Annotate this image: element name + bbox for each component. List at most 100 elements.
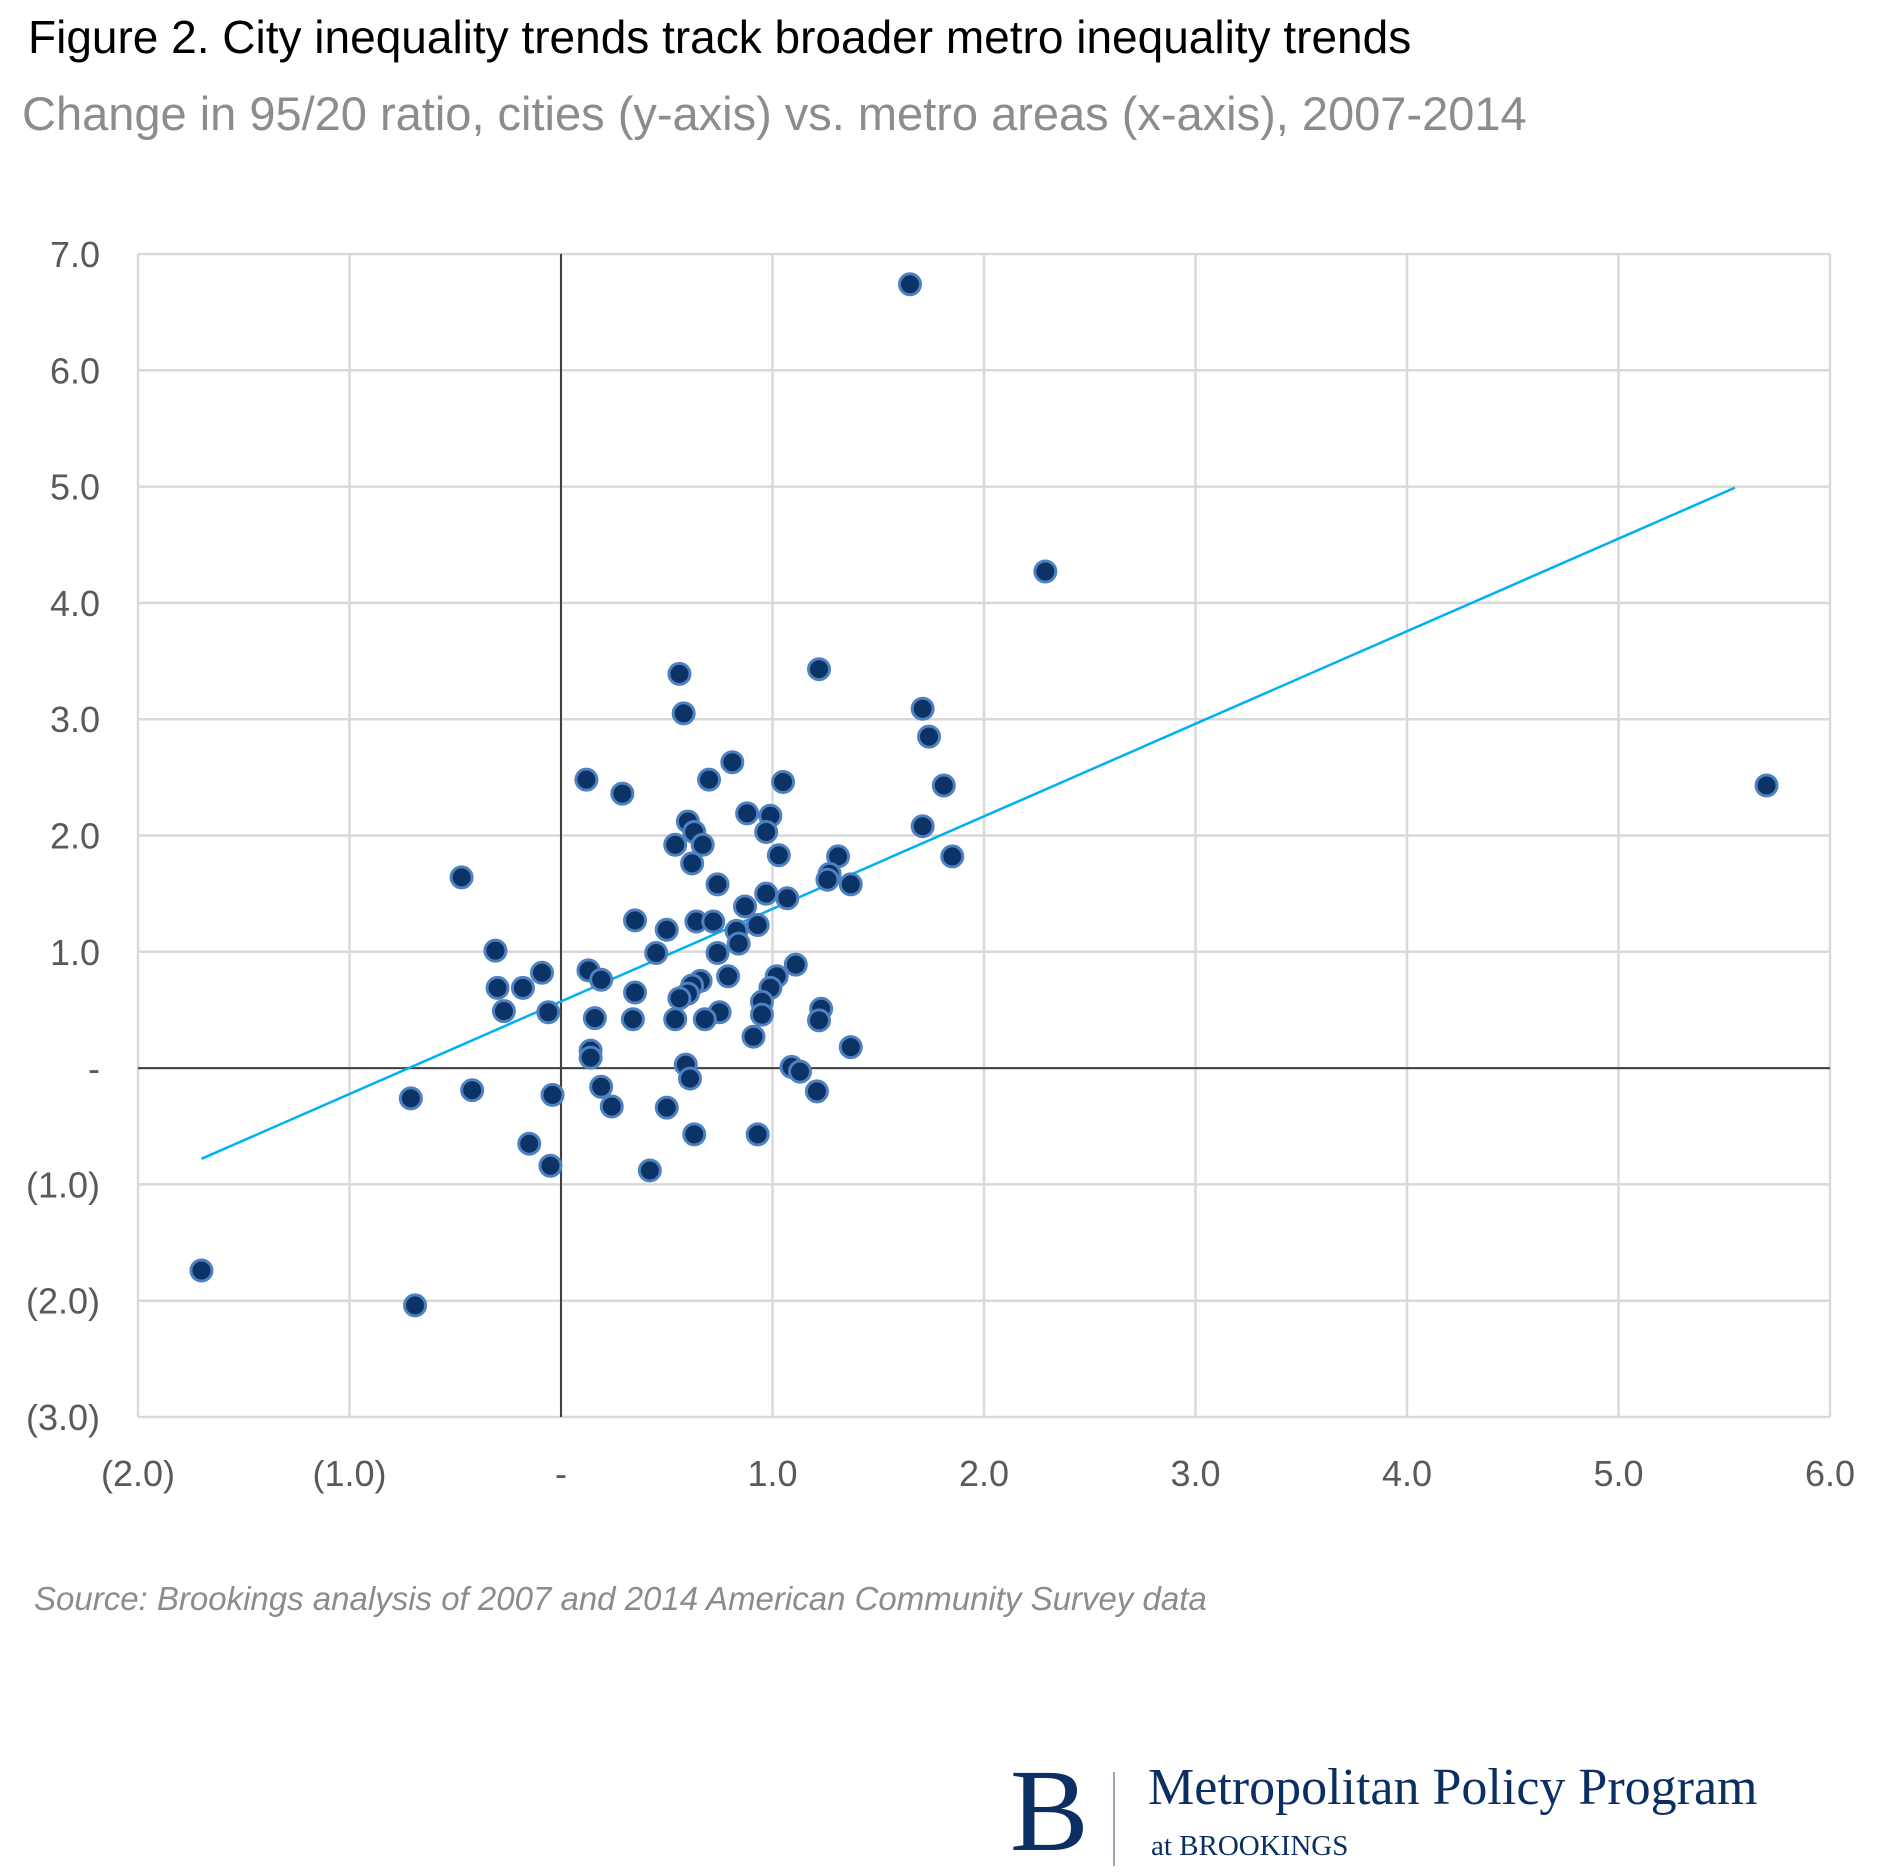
points-group <box>189 272 1779 1318</box>
logo-divider <box>1113 1772 1115 1866</box>
y-tick-label: 1.0 <box>50 932 100 973</box>
data-point <box>623 980 648 1005</box>
x-tick-label: 5.0 <box>1593 1453 1643 1494</box>
data-point <box>766 843 791 868</box>
data-point <box>771 770 796 795</box>
data-point <box>917 724 942 749</box>
chart-subtitle: Change in 95/20 ratio, cities (y-axis) v… <box>22 87 1527 140</box>
data-point <box>741 1024 766 1049</box>
chart-title: Figure 2. City inequality trends track b… <box>28 11 1412 63</box>
data-point <box>517 1131 542 1156</box>
data-point <box>671 701 696 726</box>
scatter-chart: (2.0) (1.0) - 1.0 2.0 3.0 4.0 5.0 6.0 7.0 6.0 5.0 4… <box>26 234 1855 1494</box>
y-tick-label: 5.0 <box>50 467 100 508</box>
x-tick-label: 4.0 <box>1382 1453 1432 1494</box>
data-point <box>1754 773 1779 798</box>
data-point <box>775 886 800 911</box>
data-point <box>692 1007 717 1032</box>
data-point <box>491 999 516 1024</box>
data-point <box>663 1007 688 1032</box>
x-tick-label: 6.0 <box>1805 1453 1855 1494</box>
x-tick-label: 2.0 <box>959 1453 1009 1494</box>
data-point <box>838 872 863 897</box>
trendline <box>200 486 1736 1160</box>
data-point <box>654 1095 679 1120</box>
data-point <box>663 832 688 857</box>
data-point <box>654 917 679 942</box>
data-point <box>578 1045 603 1070</box>
data-point <box>460 1078 485 1103</box>
x-tick-label: 3.0 <box>1170 1453 1220 1494</box>
data-point <box>574 767 599 792</box>
data-point <box>403 1293 428 1318</box>
data-point <box>644 940 669 965</box>
y-tick-label: (2.0) <box>26 1281 100 1322</box>
data-point <box>838 1035 863 1060</box>
y-tick-label: 7.0 <box>50 234 100 275</box>
data-point <box>398 1086 423 1111</box>
data-point <box>599 1094 624 1119</box>
data-point <box>807 1008 832 1033</box>
data-point <box>582 1006 607 1031</box>
y-tick-label: 6.0 <box>50 350 100 391</box>
data-point <box>705 940 730 965</box>
data-point <box>735 801 760 826</box>
data-point <box>745 913 770 938</box>
grid <box>136 252 1832 1419</box>
data-point <box>940 844 965 869</box>
data-point <box>529 960 554 985</box>
data-point <box>667 661 692 686</box>
data-point <box>540 1082 565 1107</box>
data-point <box>620 1007 645 1032</box>
x-tick-label: 1.0 <box>747 1453 797 1494</box>
data-point <box>733 894 758 919</box>
data-point <box>1033 559 1058 584</box>
y-tick-labels: 7.0 6.0 5.0 4.0 3.0 2.0 1.0 - (1.0) (2.0) (3.0) <box>26 234 100 1438</box>
y-tick-label: (3.0) <box>26 1397 100 1438</box>
data-point <box>807 657 832 682</box>
y-tick-label: 2.0 <box>50 816 100 857</box>
logo-subtitle: at BROOKINGS <box>1151 1830 1349 1862</box>
x-tick-label: (2.0) <box>101 1453 175 1494</box>
x-tick-labels: (2.0) (1.0) - 1.0 2.0 3.0 4.0 5.0 6.0 <box>101 1453 1855 1494</box>
data-point <box>804 1079 829 1104</box>
data-point <box>749 1002 774 1027</box>
y-tick-label: - <box>88 1048 100 1089</box>
x-tick-label: - <box>555 1453 567 1494</box>
data-point <box>637 1158 662 1183</box>
data-point <box>754 881 779 906</box>
data-point <box>701 909 726 934</box>
data-point <box>667 986 692 1011</box>
data-point <box>610 781 635 806</box>
data-point <box>787 1059 812 1084</box>
data-point <box>931 773 956 798</box>
logo-letter: B <box>1010 1745 1089 1876</box>
y-tick-label: 3.0 <box>50 699 100 740</box>
y-tick-label: 4.0 <box>50 583 100 624</box>
data-point <box>536 1000 561 1025</box>
data-point <box>510 975 535 1000</box>
data-point <box>910 814 935 839</box>
data-point <box>682 1122 707 1147</box>
x-tick-label: (1.0) <box>312 1453 386 1494</box>
data-point <box>449 865 474 890</box>
data-point <box>189 1258 214 1283</box>
data-point <box>897 272 922 297</box>
data-point <box>538 1153 563 1178</box>
data-point <box>485 975 510 1000</box>
data-point <box>815 867 840 892</box>
axes <box>138 254 1830 1417</box>
data-point <box>783 952 808 977</box>
data-point <box>690 832 715 857</box>
data-point <box>697 767 722 792</box>
data-point <box>745 1122 770 1147</box>
data-point <box>680 851 705 876</box>
data-point <box>716 964 741 989</box>
trendline-group <box>200 486 1736 1160</box>
data-point <box>910 696 935 721</box>
data-point <box>754 820 779 845</box>
y-tick-label: (1.0) <box>26 1164 100 1205</box>
data-point <box>705 872 730 897</box>
source-note: Source: Brookings analysis of 2007 and 2… <box>34 1580 1207 1617</box>
data-point <box>483 938 508 963</box>
